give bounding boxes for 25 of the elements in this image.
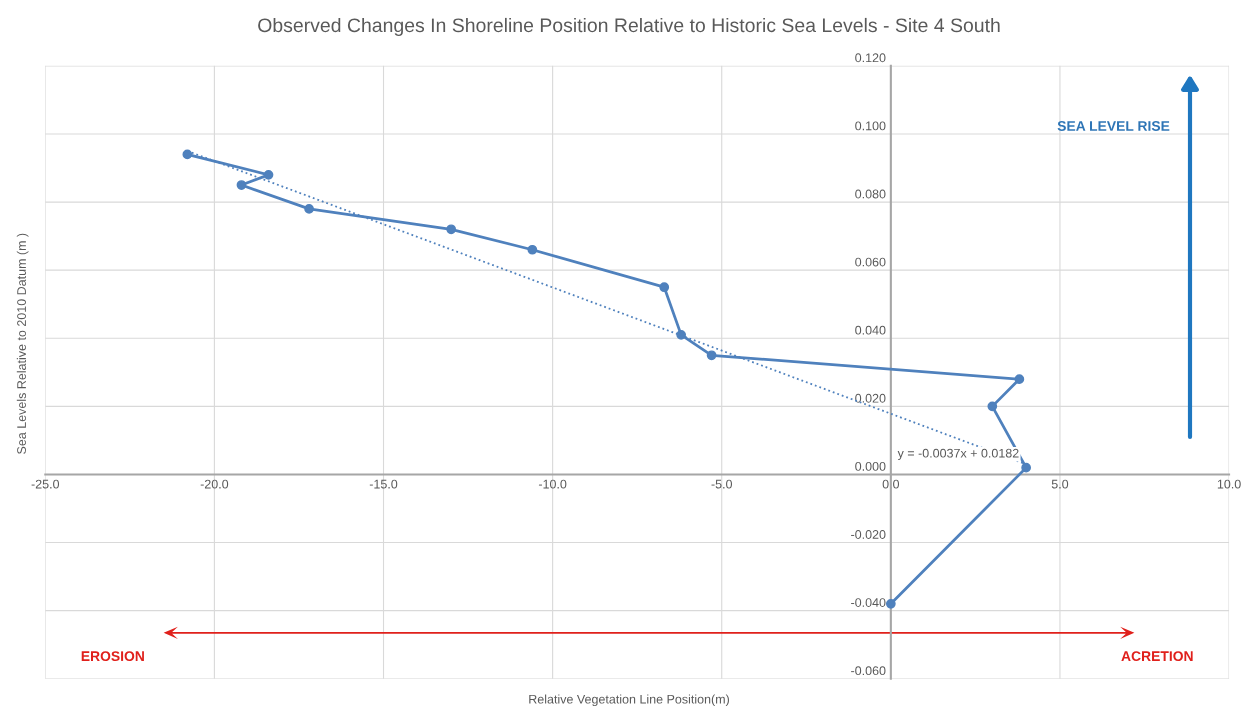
y-tick-label: -0.040: [851, 598, 886, 607]
chart-title: Observed Changes In Shoreline Position Relative to Historic Sea Levels - Site 4 South: [258, 17, 1000, 37]
y-tick-label: 0.120: [855, 53, 886, 63]
y-tick-label: -0.060: [851, 666, 886, 676]
x-tick-label: -15.0: [369, 479, 398, 489]
y-tick-label: 0.080: [855, 189, 886, 199]
y-tick-label: 0.020: [855, 393, 886, 403]
annotation: y = -0.0037x + 0.0182: [897, 448, 1019, 461]
annotation: ACRETION: [1121, 651, 1193, 662]
x-tick-label: -25.0: [31, 479, 60, 489]
x-tick-label: 5.0: [1051, 479, 1069, 489]
y-tick-label: 0.040: [855, 325, 886, 335]
y-axis-title: Sea Levels Relative to 2010 Datum (m ): [16, 233, 29, 454]
annotation: EROSION: [81, 651, 144, 662]
y-tick-label: -0.020: [851, 530, 886, 539]
y-tick-label: 0.060: [855, 257, 886, 267]
x-tick-label: -20.0: [200, 479, 229, 489]
x-tick-label: 10.0: [1217, 479, 1241, 489]
x-axis-title: Relative Vegetation Line Position(m): [529, 694, 729, 707]
y-tick-label: 0.000: [855, 461, 886, 471]
x-tick-label: -10.0: [538, 479, 567, 489]
y-tick-label: 0.100: [855, 121, 886, 131]
annotation: SEA LEVEL RISE: [1057, 121, 1170, 131]
x-tick-label: 0.0: [882, 479, 900, 489]
x-tick-label: -5.0: [711, 479, 733, 489]
